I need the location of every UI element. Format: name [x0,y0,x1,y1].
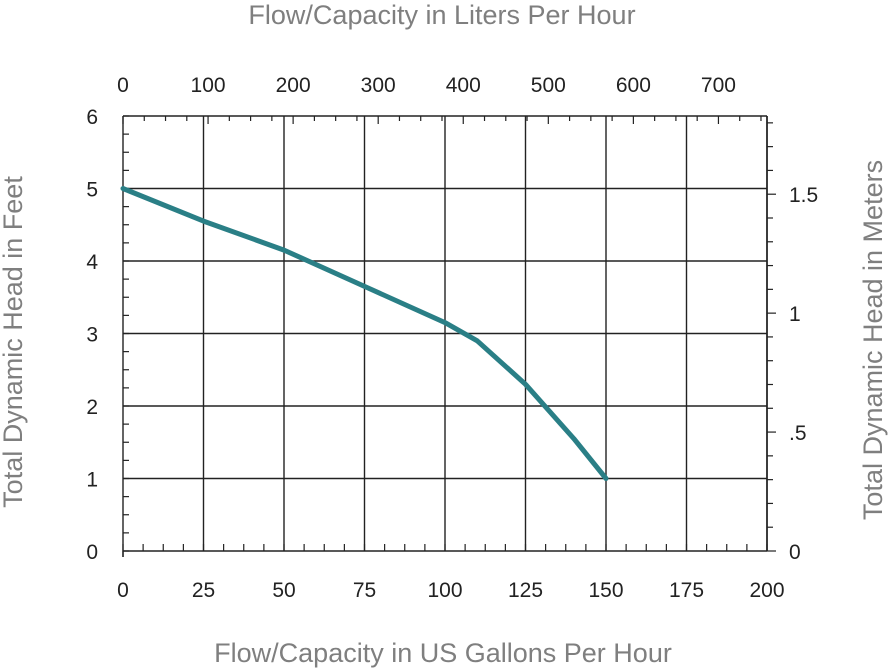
series-layer [120,186,609,481]
right-tick-label: 0 [789,541,801,564]
bottom-tick-label: 50 [272,579,295,602]
top-tick-label: 500 [531,74,566,97]
bottom-tick-label: 175 [669,579,704,602]
right-y-axis-title: Total Dynamic Head in Meters [858,160,888,520]
right-tick-label: 1 [789,303,801,326]
right-tick-label: .5 [789,422,807,445]
tick-marks [122,115,776,552]
bottom-tick-label: 0 [117,579,129,602]
left-tick-label: 1 [86,469,98,492]
left-tick-label: 0 [86,541,98,564]
bottom-tick-label: 75 [353,579,376,602]
grid-lines [122,115,768,557]
top-tick-label: 300 [361,74,396,97]
top-tick-label: 400 [446,74,481,97]
top-tick-label: 100 [191,74,226,97]
bottom-tick-label: 100 [427,579,462,602]
right-tick-label: 1.5 [789,184,818,207]
top-tick-label: 700 [701,74,736,97]
top-x-axis-title: Flow/Capacity in Liters Per Hour [248,0,635,30]
top-tick-label: 0 [117,74,129,97]
bottom-tick-label: 25 [192,579,215,602]
bottom-tick-label: 125 [508,579,543,602]
left-tick-label: 4 [86,251,98,274]
bottom-x-axis-title: Flow/Capacity in US Gallons Per Hour [214,638,672,668]
left-tick-label: 6 [86,106,98,129]
top-tick-label: 600 [616,74,651,97]
left-tick-label: 5 [86,179,98,202]
left-tick-label: 3 [86,324,98,347]
left-tick-label: 2 [86,396,98,419]
left-y-axis-title: Total Dynamic Head in Feet [0,176,28,508]
performance-curve-line [120,186,609,481]
top-tick-label: 200 [276,74,311,97]
bottom-tick-label: 200 [749,579,784,602]
bottom-tick-label: 150 [588,579,623,602]
